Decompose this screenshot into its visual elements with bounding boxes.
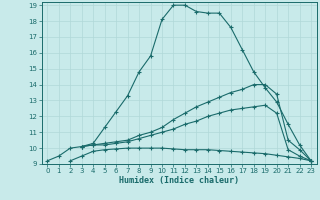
- X-axis label: Humidex (Indice chaleur): Humidex (Indice chaleur): [119, 176, 239, 185]
